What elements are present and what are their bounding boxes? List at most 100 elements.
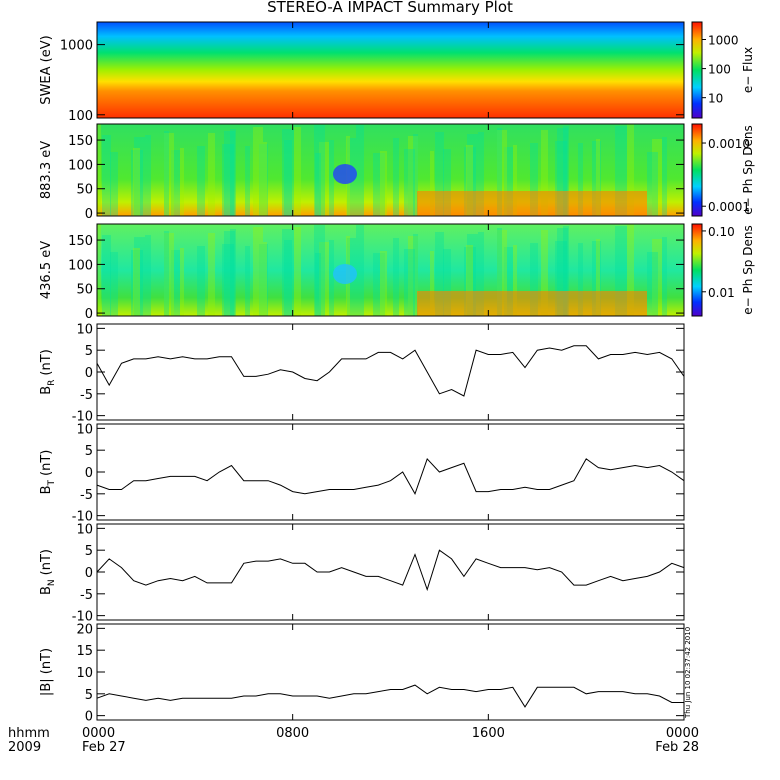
x-tick-label: 0000 <box>82 726 115 741</box>
spectrogram-streak <box>393 138 399 216</box>
panel-frame <box>96 423 685 521</box>
y-tick-label: 50 <box>76 283 93 298</box>
spectrogram-streak <box>380 251 387 316</box>
spectrogram-streak <box>145 135 151 216</box>
corner-label: 2009 <box>8 740 41 755</box>
spectrogram-streak <box>230 129 236 216</box>
spectrogram-streak <box>467 134 478 216</box>
spectrogram-streak <box>263 142 267 216</box>
panel-frame <box>96 623 685 721</box>
y-axis-label: BR (nT) <box>39 349 57 395</box>
spectrogram-streak <box>282 229 294 316</box>
spectrogram-streak <box>284 240 292 316</box>
x-tick-label: 0000 <box>666 726 699 741</box>
spectrogram-streak <box>443 249 451 316</box>
spectrogram-streak <box>164 131 169 216</box>
spectrogram-streak <box>404 249 415 316</box>
spectrogram-streak <box>466 145 473 216</box>
spectrogram-streak <box>478 232 484 316</box>
spectrogram-streak <box>497 230 507 316</box>
y-axis-label: SWEA (eV) <box>39 35 54 104</box>
spectrogram-streak <box>652 239 662 316</box>
spectrogram-streak <box>478 132 484 216</box>
line-series <box>96 684 684 708</box>
spectrogram-streak <box>180 148 184 216</box>
spectrogram-streak <box>647 152 658 216</box>
spectrogram-streak <box>171 150 180 216</box>
spectrogram-streak <box>263 242 267 316</box>
spectrogram-streak <box>647 252 658 316</box>
y-axis-label-main: B <box>39 485 54 494</box>
spectrogram-streak <box>208 233 215 316</box>
spectrogram-streak <box>102 235 111 316</box>
spectrogram-streak <box>145 235 151 316</box>
spectrogram-field <box>97 22 684 118</box>
spectrogram-streak <box>253 127 263 216</box>
spectrogram-streak <box>513 245 517 316</box>
spectrogram-streak <box>294 127 301 216</box>
y-tick-label: 10 <box>76 322 93 337</box>
y-tick-label: 0 <box>85 366 93 381</box>
y-tick-label: 1000 <box>60 39 93 54</box>
spectrogram-warm <box>417 291 647 316</box>
spectrogram-streak <box>662 137 667 216</box>
spectrogram-streak <box>294 227 301 316</box>
y-tick-label: 50 <box>76 183 93 198</box>
y-tick-label: 10 <box>76 666 93 681</box>
spectrogram-streak <box>596 239 600 316</box>
spectrogram-streak <box>134 237 145 316</box>
x-tick-label: 1600 <box>472 726 505 741</box>
spectrogram-streak <box>430 251 434 316</box>
spectrogram-streak <box>197 146 205 216</box>
spectrogram-streak <box>373 153 385 216</box>
spectrogram-streak <box>430 151 434 216</box>
timestamp: Thu Jun 10 02:37:42 2010 <box>684 627 692 719</box>
y-tick-label: 10 <box>76 422 93 437</box>
spectrogram-streak <box>133 248 140 316</box>
title: STEREO-A IMPACT Summary Plot <box>267 0 513 16</box>
spectrogram-streak <box>230 229 236 316</box>
y-tick-label: 5 <box>85 688 93 703</box>
spectrogram-streak <box>356 125 364 216</box>
colorbar <box>691 223 703 317</box>
spectrogram-streak <box>541 130 548 216</box>
spectrogram-streak <box>164 233 174 316</box>
y-axis-label-unit: (nT) <box>39 549 54 575</box>
spectrogram-streak <box>408 136 418 216</box>
spectrogram-streak <box>164 231 169 316</box>
colorbar-tick-label: 0.10 <box>708 225 735 239</box>
y-tick-label: 0 <box>85 307 93 322</box>
spectrogram-streak <box>97 224 101 316</box>
y-axis-label-sub: N <box>47 579 57 586</box>
spectrogram-streak <box>627 124 634 216</box>
spectrogram-streak <box>541 230 548 316</box>
y-tick-label: -10 <box>72 610 93 625</box>
y-axis-label-main: B <box>39 586 54 595</box>
spectrogram-streak <box>497 128 502 216</box>
spectrogram-streak <box>329 140 334 216</box>
y-axis-label-sub: T <box>47 479 57 486</box>
y-axis-label-unit: (nT) <box>39 450 54 476</box>
date-label: Feb 27 <box>82 740 126 755</box>
spectrogram-streak <box>592 141 601 216</box>
panel-frame <box>96 123 685 217</box>
colorbar-tick-label: 100 <box>708 63 731 77</box>
y-axis-label-unit: (nT) <box>39 349 54 375</box>
spectrogram-streak <box>497 130 507 216</box>
colorbar-label: e− Ph Sp Dens <box>741 125 755 214</box>
spectrogram-streak <box>504 147 513 216</box>
colorbar <box>691 123 703 217</box>
spectrogram-streak <box>131 150 143 216</box>
spectrogram-streak <box>222 144 234 216</box>
y-tick-label: -10 <box>72 410 93 425</box>
spectrogram-streak <box>592 241 601 316</box>
y-tick-label: 150 <box>68 234 93 249</box>
y-tick-label: 5 <box>85 544 93 559</box>
x-tick-label: 0800 <box>276 726 309 741</box>
spectrogram-streak <box>513 145 517 216</box>
spectrogram-streak <box>134 137 145 216</box>
spectrogram-streak <box>530 143 538 216</box>
colorbar-tick-label: 0.0001 <box>708 200 750 214</box>
spectrogram-streak <box>245 246 250 316</box>
spectrogram-streak <box>627 224 634 316</box>
